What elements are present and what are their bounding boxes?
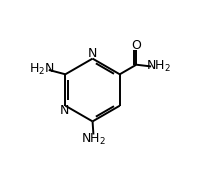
Text: NH$_2$: NH$_2$ [81, 132, 106, 147]
Text: N: N [60, 104, 69, 117]
Text: H$_2$N: H$_2$N [29, 62, 55, 77]
Text: O: O [131, 39, 141, 52]
Text: NH$_2$: NH$_2$ [146, 58, 171, 74]
Text: N: N [88, 47, 97, 60]
